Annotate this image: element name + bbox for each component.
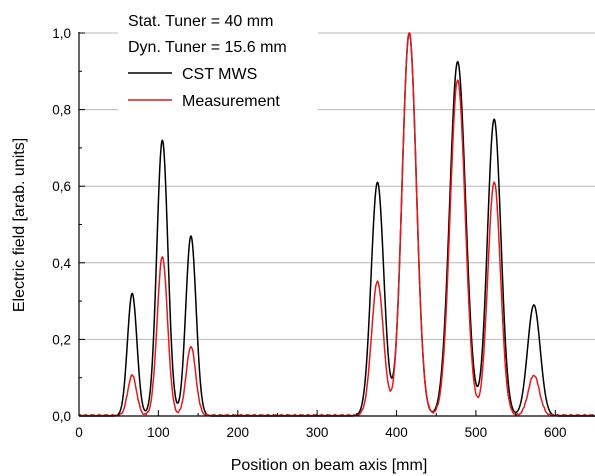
legend-label-measurement: Measurement bbox=[182, 93, 280, 110]
ticks: 0 100 200 300 400 500 600 0,0 0,2 0,4 0,6 0,8 1,0 bbox=[52, 26, 566, 440]
y-tick-label-4: 0,8 bbox=[52, 103, 71, 118]
y-axis-title: Electric field [arab. units] bbox=[11, 138, 28, 312]
y-tick-label-0: 0,0 bbox=[52, 409, 71, 424]
x-tick-label-5: 500 bbox=[465, 425, 488, 440]
x-tick-label-3: 300 bbox=[306, 425, 329, 440]
annotation-static-tuner: Stat. Tuner = 40 mm bbox=[128, 13, 273, 30]
y-tick-label-2: 0,4 bbox=[52, 256, 71, 271]
legend: Stat. Tuner = 40 mm Dyn. Tuner = 15.6 mm… bbox=[118, 8, 318, 120]
annotation-dynamic-tuner: Dyn. Tuner = 15.6 mm bbox=[128, 39, 287, 56]
x-tick-label-1: 100 bbox=[147, 425, 170, 440]
x-axis-title: Position on beam axis [mm] bbox=[231, 457, 428, 474]
y-tick-label-5: 1,0 bbox=[52, 26, 71, 41]
y-tick-label-3: 0,6 bbox=[52, 179, 71, 194]
legend-label-cst: CST MWS bbox=[182, 66, 257, 83]
x-tick-label-6: 600 bbox=[544, 425, 567, 440]
x-tick-label-0: 0 bbox=[75, 425, 83, 440]
legend-background bbox=[118, 8, 318, 120]
x-tick-label-2: 200 bbox=[227, 425, 250, 440]
y-tick-label-1: 0,2 bbox=[52, 332, 71, 347]
x-tick-label-4: 400 bbox=[385, 425, 408, 440]
